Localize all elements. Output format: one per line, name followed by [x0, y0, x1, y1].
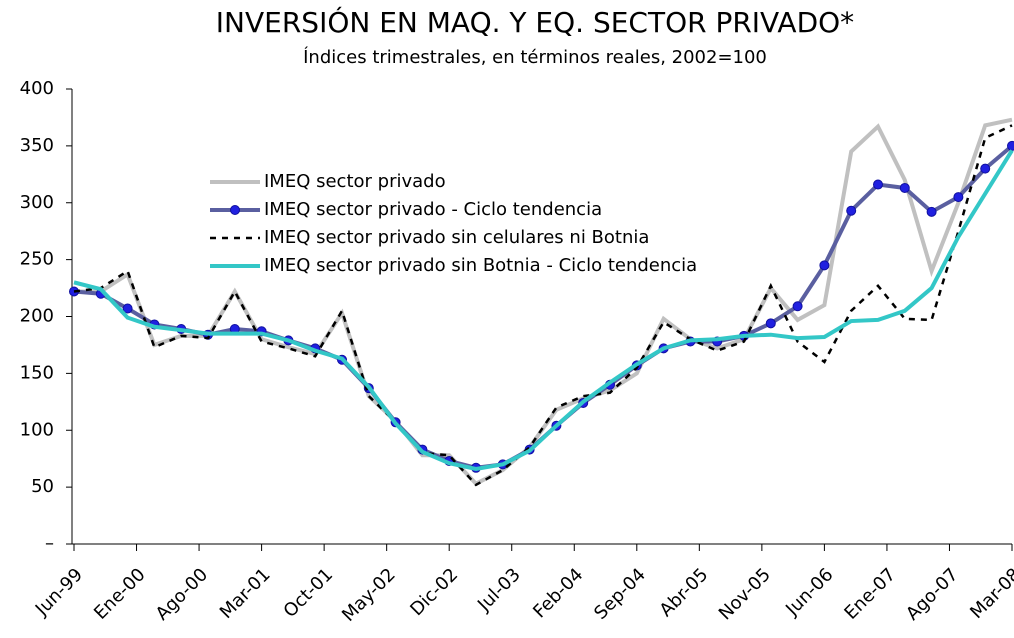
- legend-label: IMEQ sector privado sin celulares ni Bot…: [264, 227, 649, 248]
- legend-label: IMEQ sector privado sin Botnia - Ciclo t…: [264, 255, 697, 276]
- y-tick-label: 400: [20, 78, 54, 99]
- x-tick-label: Ago-07: [902, 564, 962, 624]
- y-tick-label: 100: [20, 419, 54, 440]
- x-tick-label: Jun-06: [781, 564, 837, 620]
- x-tick-label: Dic-02: [406, 564, 462, 620]
- chart-subtitle: Índices trimestrales, en términos reales…: [303, 46, 767, 68]
- y-tick-label: –: [45, 533, 54, 554]
- x-tick-label: Ago-00: [152, 564, 212, 624]
- series-point: [874, 180, 883, 189]
- x-tick-label: Jun-99: [31, 564, 87, 620]
- y-tick-label: 350: [20, 135, 54, 156]
- series-point: [766, 319, 775, 328]
- series-line: [74, 146, 1012, 468]
- x-tick-label: Jul-03: [473, 564, 525, 616]
- series-point: [954, 193, 963, 202]
- y-tick-label: 50: [31, 476, 54, 497]
- x-tick-label: Mar-08: [966, 564, 1014, 623]
- series-point: [900, 183, 909, 192]
- series-point: [793, 302, 802, 311]
- x-tick-label: Oct-01: [280, 564, 338, 622]
- y-tick-label: 150: [20, 362, 54, 383]
- y-tick-label: 250: [20, 249, 54, 270]
- y-tick-label: 200: [20, 306, 54, 327]
- x-tick-label: Sep-04: [590, 564, 650, 624]
- series-point: [927, 207, 936, 216]
- x-tick-label: Abr-05: [656, 564, 713, 621]
- x-tick-label: Feb-04: [529, 564, 587, 622]
- legend-marker: [231, 206, 240, 215]
- series-point: [1008, 141, 1014, 150]
- series-point: [847, 206, 856, 215]
- x-tick-label: Mar-01: [216, 564, 275, 623]
- x-tick-label: May-02: [338, 564, 400, 626]
- x-tick-label: Nov-05: [715, 564, 775, 624]
- y-tick-label: 300: [20, 192, 54, 213]
- legend-label: IMEQ sector privado - Ciclo tendencia: [264, 199, 602, 220]
- chart-title: INVERSIÓN EN MAQ. Y EQ. SECTOR PRIVADO*: [216, 5, 854, 39]
- x-tick-label: Ene-07: [840, 564, 900, 624]
- series-point: [981, 164, 990, 173]
- legend-label: IMEQ sector privado: [264, 171, 446, 192]
- x-tick-label: Ene-00: [90, 564, 150, 624]
- series-point: [820, 261, 829, 270]
